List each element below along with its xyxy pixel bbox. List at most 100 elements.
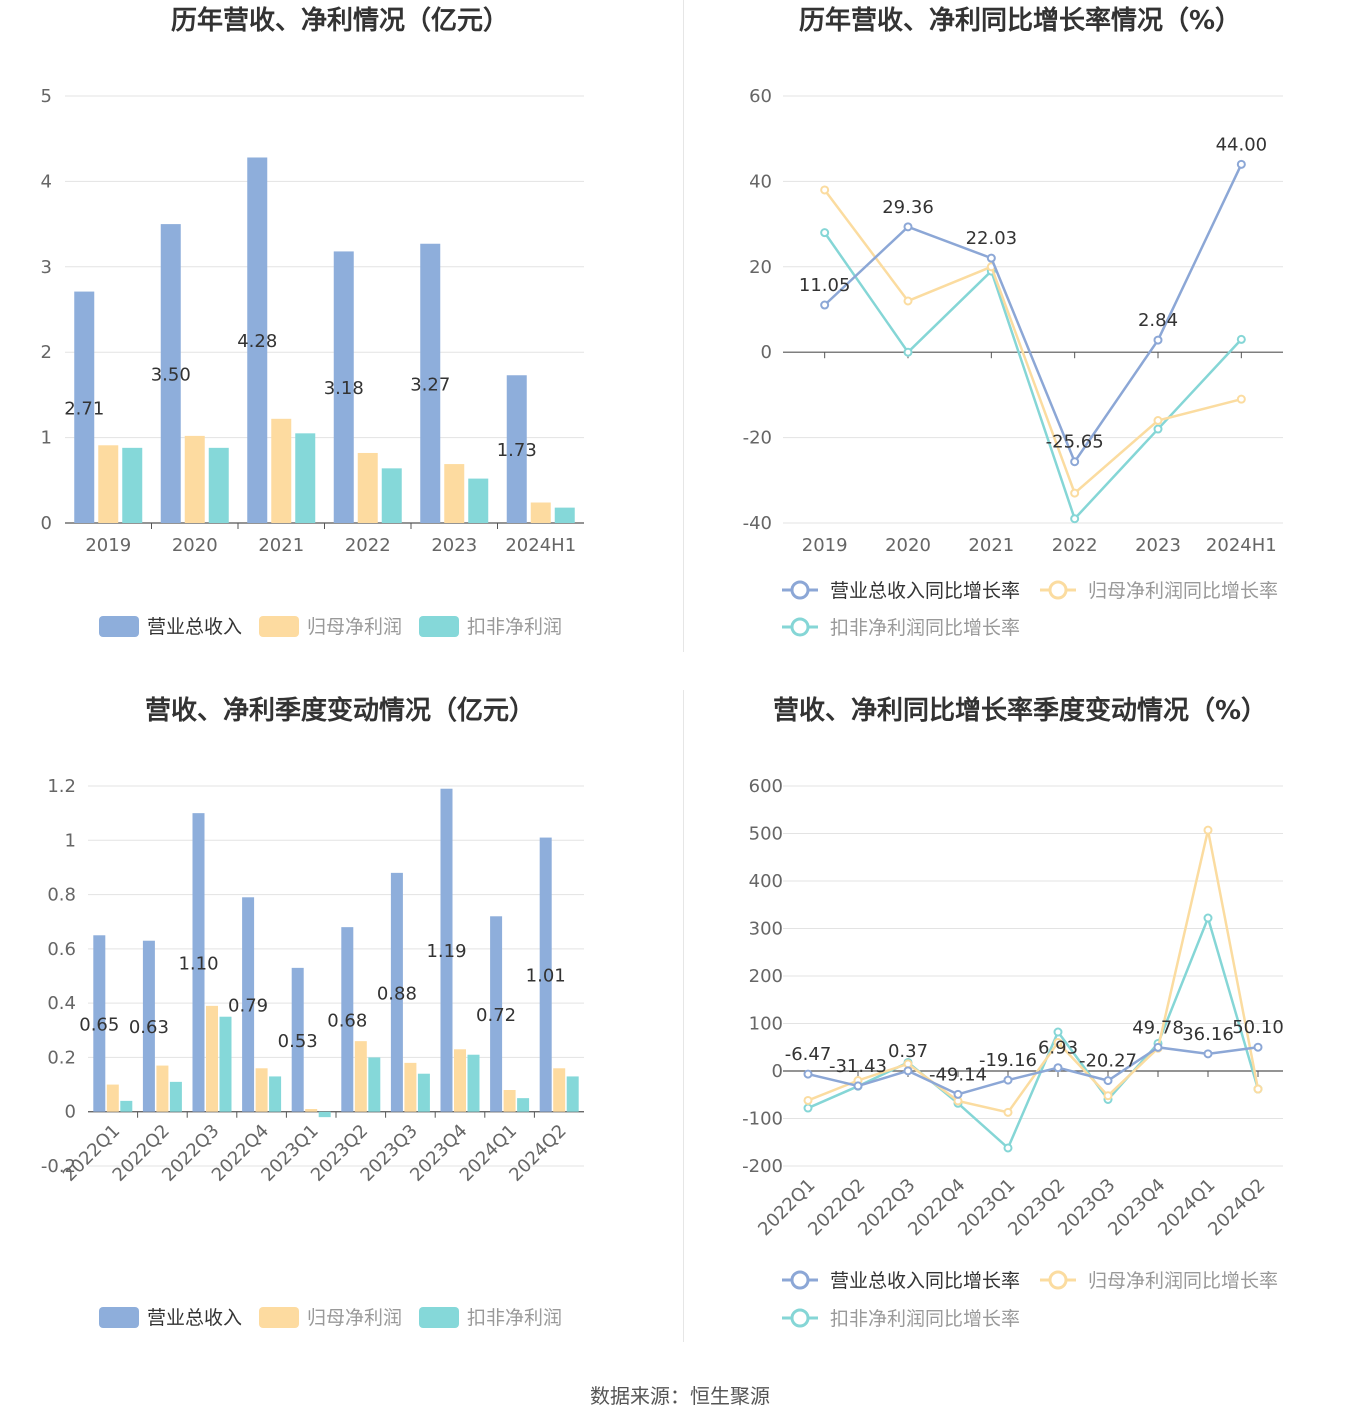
bar-revenue	[93, 935, 106, 1112]
x-tick-label: 2020	[885, 535, 931, 556]
series-line-deducted-profit	[807, 914, 1260, 1151]
data-label: 36.16	[1182, 1024, 1234, 1045]
legend-swatch-marker	[1048, 1270, 1068, 1290]
data-label: -31.43	[829, 1056, 887, 1077]
y-tick-label: 0	[65, 1102, 76, 1123]
data-label: 0.65	[79, 1015, 119, 1036]
y-tick-label: -20	[743, 428, 772, 449]
data-label: 0.72	[476, 1005, 516, 1026]
data-label: 4.28	[237, 331, 277, 352]
data-label: -6.47	[785, 1044, 832, 1065]
x-tick-label: 2023	[1135, 535, 1181, 556]
legend-swatch-marker	[790, 1270, 810, 1290]
y-tick-label: 400	[749, 871, 783, 892]
legend-swatch-marker	[1048, 580, 1068, 600]
x-tick-label: 2023	[431, 535, 477, 556]
x-tick-label: 2020	[172, 535, 218, 556]
data-label: 1.73	[497, 440, 537, 461]
legend-label: 归母净利润	[307, 1307, 402, 1329]
series-point	[1003, 1075, 1013, 1085]
x-tick-label: 2019	[802, 535, 848, 556]
data-label: 44.00	[1216, 134, 1268, 155]
y-tick-label: -40	[743, 513, 772, 534]
series-point	[986, 253, 996, 263]
y-tick-label: 200	[749, 966, 783, 987]
x-tick-label: 2024H1	[1206, 535, 1277, 556]
data-label: -49.14	[929, 1064, 987, 1085]
y-tick-label: -200	[742, 1156, 783, 1177]
bar-net-profit	[553, 1068, 566, 1112]
y-tick-label: 2	[41, 342, 52, 363]
legend-swatch	[99, 616, 139, 637]
series-point	[1203, 1049, 1213, 1059]
legend-swatch-marker	[790, 1308, 810, 1328]
y-tick-label: 0.8	[47, 885, 76, 906]
data-label: -19.16	[979, 1050, 1037, 1071]
data-label: 2.71	[64, 398, 104, 419]
bar-deducted-profit	[295, 433, 316, 523]
data-label: 50.10	[1232, 1017, 1284, 1038]
series-point	[903, 296, 913, 306]
annual-growth-rate-chart: 历年营收、净利同比增长率情况（%） -40 -20 0 20 40 60 2019 2020 20…	[680, 0, 1360, 690]
series-point	[1070, 457, 1080, 467]
bar-revenue	[160, 224, 181, 523]
y-tick-label: 40	[749, 171, 772, 192]
y-tick-label: 0.2	[47, 1047, 76, 1068]
bar-deducted-profit	[381, 468, 402, 523]
series-point	[953, 1089, 963, 1099]
series-point	[853, 1081, 863, 1091]
data-label: 0.79	[228, 996, 268, 1017]
series-point	[903, 347, 913, 357]
y-tick-label: 0	[772, 1061, 783, 1082]
series-point	[1053, 1038, 1063, 1047]
bar-net-profit	[184, 435, 205, 523]
x-tick-label: 2021	[258, 535, 304, 556]
legend-label: 营业总收入	[147, 616, 242, 638]
x-tick-label: 2022	[1052, 535, 1098, 556]
legend-label: 营业总收入	[147, 1307, 242, 1329]
series-point	[1153, 335, 1163, 345]
y-tick-label: 0	[41, 513, 52, 534]
quarterly-growth-rate-svg: 营收、净利同比增长率季度变动情况（%） -200 -100 0 100 200 300 400…	[742, 695, 1284, 1330]
y-tick-label: 1.2	[47, 776, 76, 797]
series-point	[1053, 1027, 1063, 1037]
series-point	[1070, 488, 1080, 498]
data-label: 2.84	[1138, 310, 1178, 331]
y-tick-label: -0.2	[41, 1156, 76, 1177]
y-tick-label: 60	[749, 86, 772, 107]
data-label: 0.68	[327, 1010, 367, 1031]
series-line-deducted-profit	[823, 231, 1243, 522]
bar-deducted-profit	[122, 447, 143, 523]
bar-revenue	[420, 243, 441, 523]
quarterly-revenue-profit-svg: 营收、净利季度变动情况（亿元） -0.2 0 0.2 0.4 0.6 0.8 1 1.2 0.65…	[41, 695, 584, 1329]
data-label: 22.03	[966, 228, 1018, 249]
series-point	[1236, 334, 1246, 344]
legend-swatch	[259, 1307, 299, 1328]
annual-revenue-profit-svg: 历年营收、净利情况（亿元） 0 1 2 3 4 5 2.71 2019 3.50 2020 4.28 2…	[41, 5, 584, 638]
bar-revenue	[506, 375, 527, 523]
series-point	[803, 1103, 813, 1113]
x-tick-label: 2024H1	[505, 535, 576, 556]
series-point	[1103, 1076, 1113, 1086]
legend-label: 归母净利润同比增长率	[1088, 1270, 1278, 1292]
series-point	[1203, 825, 1213, 835]
series-line-revenue	[807, 1045, 1259, 1096]
bar-net-profit	[98, 445, 119, 523]
bar-revenue	[390, 872, 403, 1112]
data-label: 0.53	[278, 1031, 318, 1052]
series-point	[1070, 514, 1080, 524]
bar-net-profit	[404, 1062, 417, 1112]
data-source-note: 数据来源：恒生聚源	[590, 1384, 770, 1408]
annual-revenue-profit-chart: 历年营收、净利情况（亿元） 0 1 2 3 4 5 2.71 2019 3.50 2020 4.28 2…	[0, 0, 680, 690]
y-tick-label: 500	[749, 824, 783, 845]
series-point	[903, 1066, 913, 1076]
bar-revenue	[291, 967, 304, 1112]
y-tick-label: 0	[761, 342, 772, 363]
series-point	[1153, 1042, 1163, 1052]
series-point	[820, 228, 830, 238]
chart-title: 历年营收、净利情况（亿元）	[171, 5, 509, 36]
annual-growth-rate-svg: 历年营收、净利同比增长率情况（%） -40 -20 0 20 40 60 2019 2020 20…	[743, 5, 1283, 639]
bar-revenue	[490, 916, 503, 1112]
legend-swatch-marker	[790, 580, 810, 600]
series-point	[1003, 1143, 1013, 1153]
